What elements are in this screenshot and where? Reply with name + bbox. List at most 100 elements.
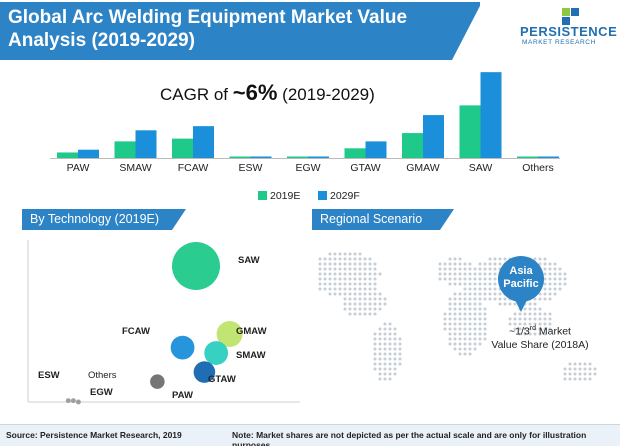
map-dot <box>348 312 352 316</box>
map-dot <box>508 317 512 321</box>
map-dot <box>463 297 467 301</box>
map-dot <box>438 277 442 281</box>
map-dot <box>373 297 377 301</box>
map-dot <box>373 337 377 341</box>
map-dot <box>358 297 362 301</box>
map-dot <box>453 312 457 316</box>
map-dot <box>458 317 462 321</box>
map-dot <box>453 347 457 351</box>
map-dot <box>368 297 372 301</box>
map-dot <box>493 292 497 296</box>
map-dot <box>393 367 397 371</box>
map-dot <box>538 297 542 301</box>
map-dot <box>478 282 482 286</box>
map-dot <box>353 262 357 266</box>
map-dot <box>458 267 462 271</box>
bar-others-2019e <box>517 156 538 158</box>
map-dot <box>478 277 482 281</box>
map-dot <box>518 327 522 331</box>
map-dot <box>378 347 382 351</box>
map-dot <box>338 292 342 296</box>
map-dot <box>318 267 322 271</box>
map-dot <box>528 317 532 321</box>
map-dot <box>468 342 472 346</box>
map-dot <box>468 282 472 286</box>
map-dot <box>388 357 392 361</box>
map-dot <box>393 372 397 376</box>
share-text1: Market <box>535 325 571 338</box>
map-dot <box>568 367 572 371</box>
map-dot <box>448 332 452 336</box>
map-dot <box>373 277 377 281</box>
map-dot <box>388 372 392 376</box>
map-dot <box>478 342 482 346</box>
map-dot <box>448 257 452 261</box>
map-dot <box>453 342 457 346</box>
map-dot <box>448 267 452 271</box>
map-dot <box>443 312 447 316</box>
map-dot <box>388 352 392 356</box>
map-dot <box>538 327 542 331</box>
map-dot <box>388 337 392 341</box>
map-dot <box>448 297 452 301</box>
map-dot <box>458 297 462 301</box>
map-dot <box>458 352 462 356</box>
map-dot <box>533 317 537 321</box>
map-dot <box>388 322 392 326</box>
map-dot <box>448 312 452 316</box>
map-dot <box>453 272 457 276</box>
map-dot <box>543 282 547 286</box>
bar-egw-2019e <box>287 156 308 158</box>
map-dot <box>453 332 457 336</box>
legend-swatch-2029f <box>318 191 327 200</box>
bubble-saw <box>172 242 220 290</box>
bar-label-saw: SAW <box>468 162 493 174</box>
map-dot <box>348 282 352 286</box>
map-dot <box>338 282 342 286</box>
bar-label-gmaw: GMAW <box>406 162 440 174</box>
map-dot <box>358 277 362 281</box>
map-dot <box>378 327 382 331</box>
bar-label-esw: ESW <box>238 162 263 174</box>
map-dot <box>378 342 382 346</box>
bar-chart <box>50 72 560 159</box>
bar-egw-2029f <box>308 156 329 158</box>
map-dot <box>498 257 502 261</box>
map-dot <box>383 342 387 346</box>
map-dot <box>383 297 387 301</box>
map-dot <box>493 297 497 301</box>
map-dot <box>503 297 507 301</box>
section-technology-title: By Technology (2019E) <box>30 212 160 226</box>
map-dot <box>543 312 547 316</box>
map-dot <box>543 297 547 301</box>
map-dot <box>528 332 532 336</box>
map-dot <box>373 342 377 346</box>
map-dot <box>353 267 357 271</box>
map-dot <box>323 267 327 271</box>
legend-item-2029f: 2029F <box>318 190 360 202</box>
bubble-label-gtaw: GTAW <box>208 374 236 385</box>
map-dot <box>333 277 337 281</box>
map-dot <box>548 327 552 331</box>
map-dot <box>398 352 402 356</box>
badge-line2: Pacific <box>503 278 539 290</box>
regional-share-text: ~1/3rd Market Value Share (2018A) <box>470 322 610 352</box>
map-dot <box>478 297 482 301</box>
map-dot <box>458 307 462 311</box>
share-text2: Value Share (2018A) <box>491 338 589 351</box>
map-dot <box>378 372 382 376</box>
map-dot <box>343 292 347 296</box>
map-dot <box>488 257 492 261</box>
map-dot <box>513 322 517 326</box>
map-dot <box>388 347 392 351</box>
map-dot <box>493 277 497 281</box>
map-dot <box>373 352 377 356</box>
map-dot <box>448 322 452 326</box>
map-dot <box>578 372 582 376</box>
map-dot <box>348 292 352 296</box>
map-dot <box>358 287 362 291</box>
map-dot <box>348 297 352 301</box>
map-dot <box>383 327 387 331</box>
map-dot <box>398 357 402 361</box>
map-dot <box>563 277 567 281</box>
